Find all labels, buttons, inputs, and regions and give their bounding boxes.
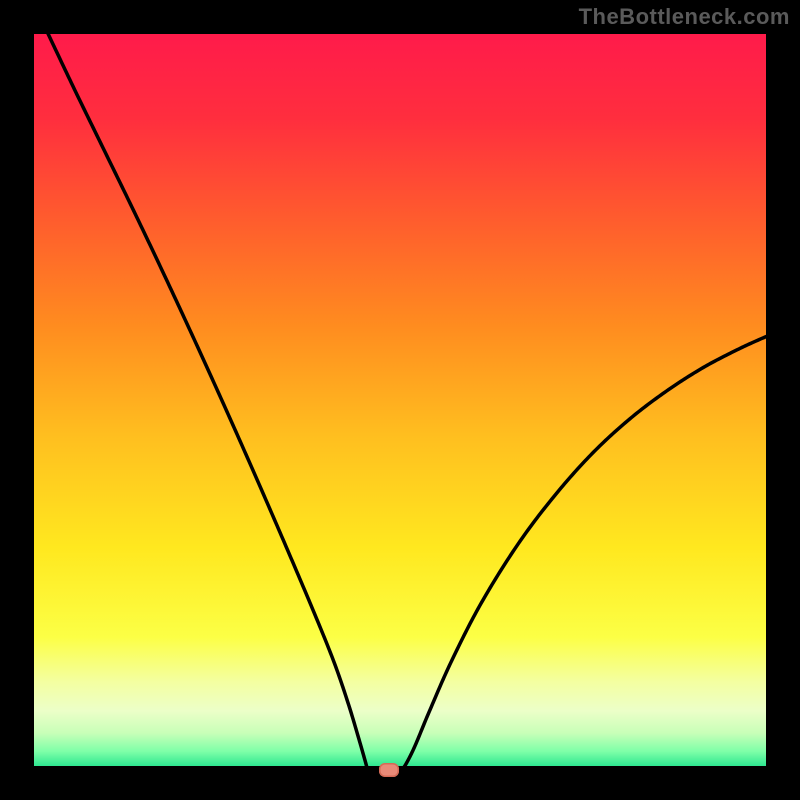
watermark-text: TheBottleneck.com: [579, 4, 790, 30]
plot-border: [30, 30, 770, 770]
vertex-marker: [379, 763, 398, 776]
